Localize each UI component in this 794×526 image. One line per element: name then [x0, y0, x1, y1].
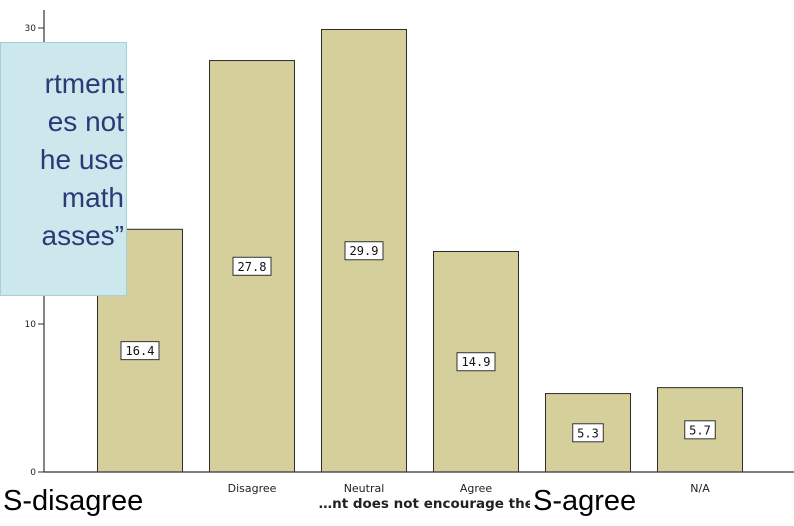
strongly-agree-label: S-agree	[530, 486, 640, 516]
data-label-box-0	[120, 341, 160, 361]
data-label-0: 16.4	[126, 344, 155, 358]
x-tick-label-3: Agree	[460, 482, 493, 495]
data-label-box-4	[572, 423, 604, 443]
data-label-box-2	[344, 241, 384, 261]
data-label-box-5	[684, 420, 716, 440]
y-tick-label-2: 30	[25, 24, 37, 34]
y-axis: 0 10 30	[25, 24, 44, 478]
y-tick-label-1: 10	[25, 320, 37, 330]
quote-callout: rtment es not he use math asses”	[0, 42, 127, 296]
x-tick-label-2: Neutral	[344, 482, 385, 495]
data-label-1: 27.8	[238, 260, 267, 274]
x-tick-label-1: Disagree	[228, 482, 277, 495]
strongly-disagree-label: S-disagree	[0, 486, 147, 516]
data-label-5: 5.7	[689, 423, 711, 437]
data-label-box-3	[456, 352, 496, 372]
data-labels: 16.4 27.8 29.9 14.9 5.3 5.7 Disagree Neutral Agr…	[120, 241, 716, 495]
data-label-2: 29.9	[350, 244, 379, 258]
data-label-3: 14.9	[462, 355, 491, 369]
x-tick-label-5: N/A	[690, 482, 710, 495]
quote-text: rtment es not he use math asses”	[39, 68, 124, 251]
data-label-4: 5.3	[577, 426, 599, 440]
data-label-box-1	[232, 256, 272, 276]
y-tick-label-0: 0	[30, 468, 36, 478]
bars	[97, 28, 743, 473]
